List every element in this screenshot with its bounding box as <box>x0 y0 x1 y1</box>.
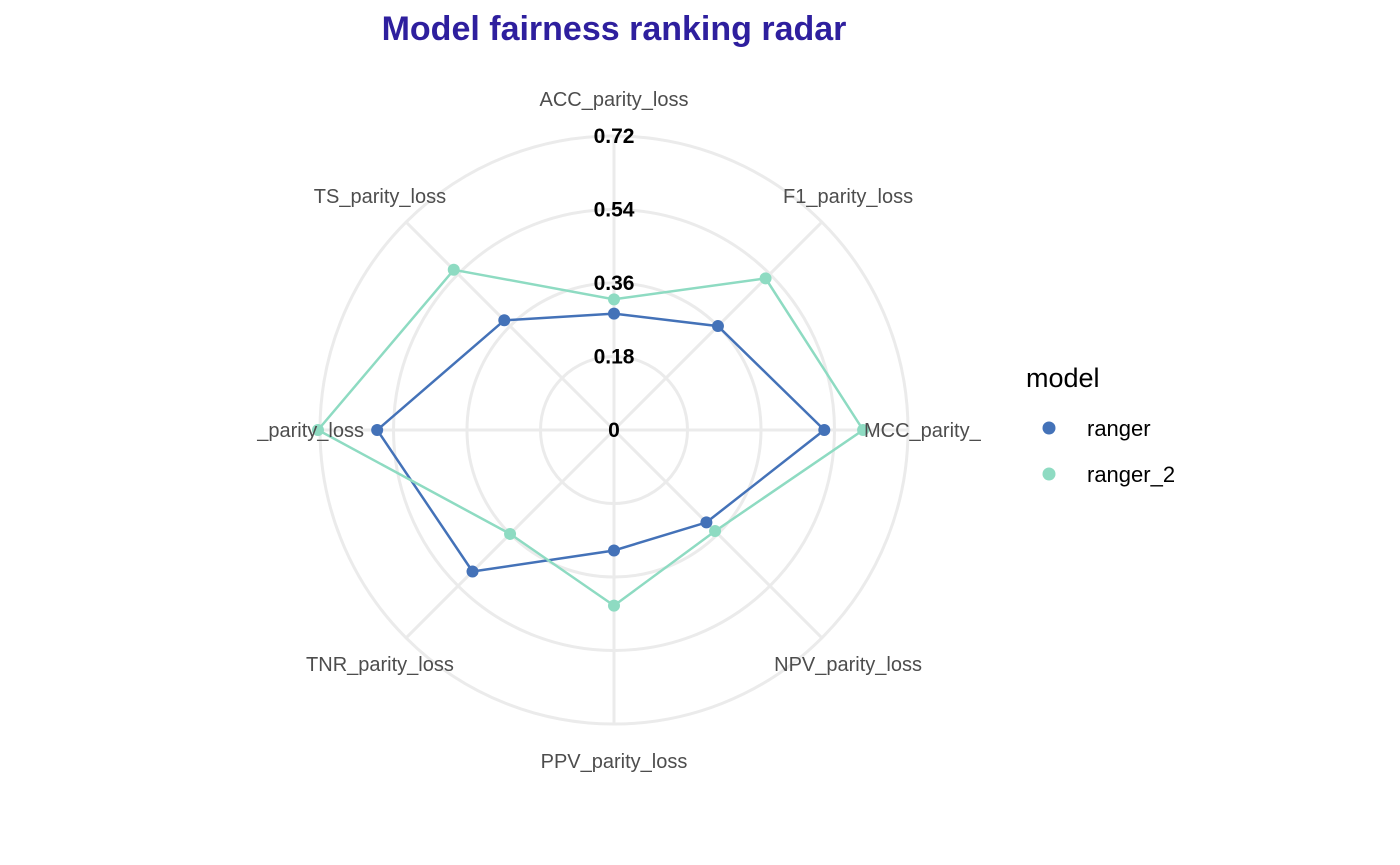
data-point <box>818 424 831 436</box>
data-point <box>608 293 620 306</box>
axis-label: PPV_parity_loss <box>541 751 688 773</box>
data-point <box>608 599 620 612</box>
data-point <box>504 527 517 540</box>
radial-tick-label: 0.36 <box>594 272 635 295</box>
legend: model ranger ranger_2 <box>1026 363 1175 487</box>
axis-label: F1_parity_loss <box>783 186 913 208</box>
radial-ticks: 0 0.18 0.36 0.54 0.72 <box>594 125 635 442</box>
radial-tick-label: 0.18 <box>594 346 635 369</box>
data-point <box>447 263 460 276</box>
legend-marker <box>1042 421 1056 435</box>
data-point <box>711 320 724 333</box>
data-point <box>857 424 870 436</box>
data-point <box>709 525 722 538</box>
axis-label: TNR_parity_loss <box>306 654 454 676</box>
chart-title: Model fairness ranking radar <box>382 10 847 48</box>
series-layer <box>311 263 870 612</box>
axis-label: NPV_parity_loss <box>774 654 922 676</box>
radial-tick-label: 0.54 <box>594 199 635 222</box>
legend-label: ranger_2 <box>1087 462 1175 487</box>
legend-item-ranger_2: ranger_2 <box>1042 462 1175 487</box>
data-point <box>498 314 511 327</box>
data-point <box>700 516 713 529</box>
data-point <box>759 272 772 285</box>
radial-tick-label: 0.72 <box>594 125 635 148</box>
axis-label: TS_parity_loss <box>314 186 446 208</box>
legend-marker <box>1042 467 1056 481</box>
grid-spoke <box>405 221 616 432</box>
radial-tick-label: 0 <box>608 419 620 442</box>
data-point <box>311 424 324 436</box>
axis-label: MCC_parity_ <box>864 420 982 442</box>
data-point <box>608 307 620 320</box>
series-ranger_2 <box>311 263 870 612</box>
legend-title: model <box>1026 363 1100 393</box>
axis-labels: ACC_parity_loss F1_parity_loss MCC_parity_… <box>256 89 981 773</box>
data-point <box>608 544 620 557</box>
axis-label: _parity_loss <box>256 420 364 442</box>
data-point <box>371 424 384 436</box>
axis-label: ACC_parity_loss <box>540 89 689 111</box>
legend-item-ranger: ranger <box>1042 416 1151 441</box>
legend-label: ranger <box>1087 416 1151 441</box>
series-ranger <box>371 307 831 578</box>
data-point <box>466 565 479 578</box>
